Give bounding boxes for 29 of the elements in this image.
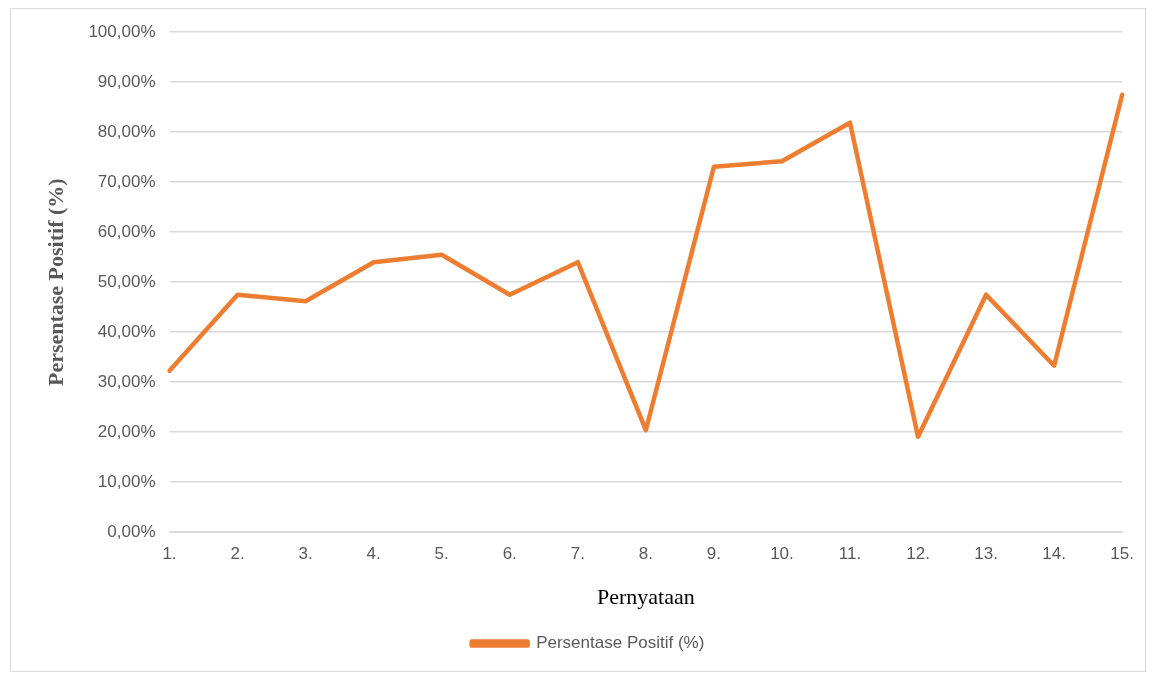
y-tick-label: 60,00% — [97, 221, 156, 241]
x-tick-label: 13. — [974, 544, 998, 564]
y-tick-label: 40,00% — [97, 321, 156, 341]
x-tick-label: 9. — [706, 544, 721, 564]
x-tick-label: 14. — [1042, 544, 1066, 564]
x-tick-label: 8. — [638, 544, 653, 564]
y-tick-label: 70,00% — [97, 171, 156, 191]
x-tick-label: 11. — [838, 544, 862, 564]
y-tick-label: 90,00% — [97, 71, 156, 91]
y-tick-label: 30,00% — [97, 371, 156, 391]
legend-label: Persentase Positif (%) — [536, 633, 705, 653]
x-tick-label: 5. — [434, 544, 449, 564]
y-tick-label: 0,00% — [107, 521, 156, 541]
x-tick-label: 6. — [502, 544, 517, 564]
y-tick-label: 50,00% — [97, 271, 156, 291]
x-axis-title: Pernyataan — [596, 583, 695, 609]
x-tick-label: 4. — [366, 544, 381, 564]
x-tick-label: 1. — [162, 544, 177, 564]
x-tick-label: 10. — [770, 544, 794, 564]
y-tick-label: 80,00% — [97, 121, 156, 141]
x-tick-label: 7. — [570, 544, 585, 564]
y-tick-label: 10,00% — [97, 471, 156, 491]
x-tick-label: 12. — [906, 544, 930, 564]
x-tick-label: 2. — [230, 544, 245, 564]
y-tick-label: 20,00% — [97, 421, 156, 441]
x-tick-label: 3. — [298, 544, 313, 564]
y-tick-label: 100,00% — [88, 21, 156, 41]
y-axis-title: Persentase Positif (%) — [42, 178, 68, 387]
x-tick-label: 15. — [1110, 544, 1134, 564]
